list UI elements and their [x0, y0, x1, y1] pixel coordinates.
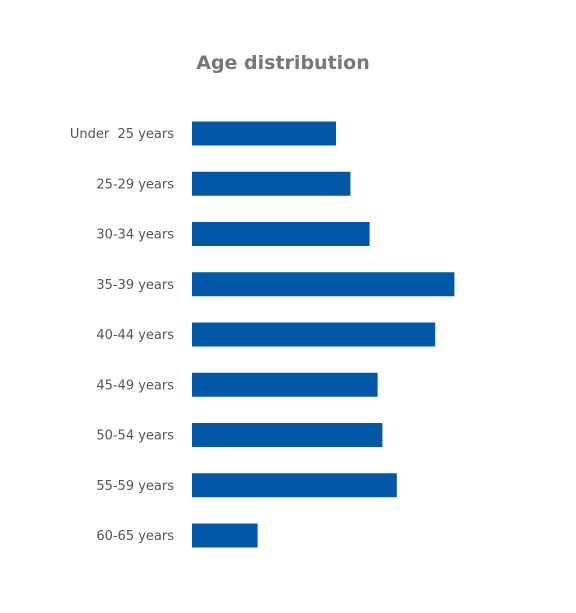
category-label: 35-39 years	[96, 278, 174, 293]
bar	[192, 473, 397, 498]
bar	[192, 372, 378, 397]
category-label: 30-34 years	[96, 228, 174, 243]
bar	[192, 523, 258, 548]
category-label: 50-54 years	[96, 429, 174, 444]
bar	[192, 322, 436, 347]
category-label: 45-49 years	[96, 378, 174, 393]
bar	[192, 272, 455, 297]
category-label: Under 25 years	[70, 127, 174, 142]
bar	[192, 121, 336, 146]
bar	[192, 171, 351, 196]
category-label: 55-59 years	[96, 479, 174, 494]
bar	[192, 222, 370, 246]
bar	[192, 423, 383, 447]
category-label: 40-44 years	[96, 328, 174, 343]
chart-title: Age distribution	[196, 52, 370, 74]
category-label: 60-65 years	[96, 529, 174, 544]
category-label: 25-29 years	[96, 177, 174, 192]
